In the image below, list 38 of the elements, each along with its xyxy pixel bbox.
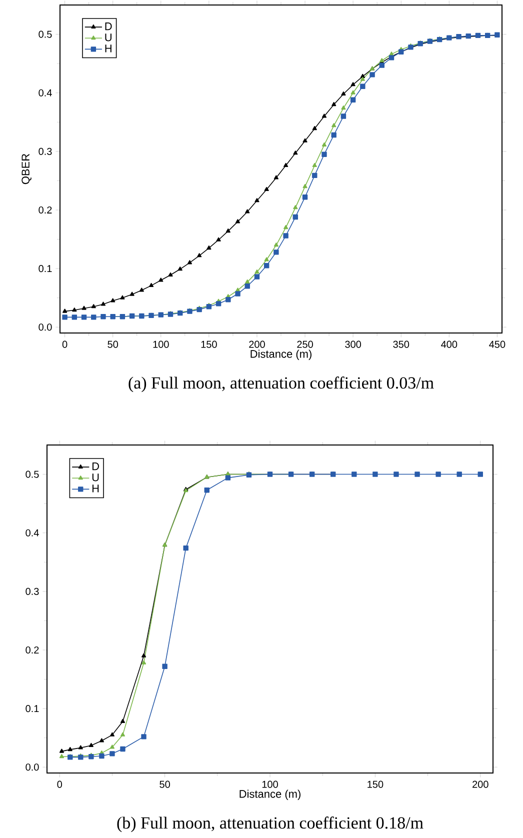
y-tick-label: 0.2 (26, 646, 39, 654)
x-tick-label: 150 (368, 780, 384, 788)
y-tick-label: 0.3 (38, 148, 52, 155)
x-tick-label: 400 (441, 340, 458, 348)
y-tick-label: 0.4 (26, 529, 39, 536)
x-tick-label: 250 (297, 340, 313, 348)
legend-label: U (105, 34, 112, 42)
y-tick-label: 0.1 (26, 705, 39, 712)
legend-label: D (105, 22, 112, 30)
y-tick-label: 0.4 (38, 89, 52, 96)
x-axis-title: Distance (m) (240, 790, 300, 800)
text: (b) Full moon, attenuation coefficient 0.18/m (117, 816, 424, 832)
legend-label: H (92, 484, 99, 492)
legend-label: D (92, 462, 99, 470)
y-tick-label: 0.3 (26, 588, 39, 595)
y-tick-label: 0.0 (38, 324, 52, 331)
y-axis-title: QBER (22, 154, 32, 184)
text: (a) Full moon, attenuation coefficient 0.03/m (128, 376, 434, 392)
y-tick-label: 0.2 (38, 206, 52, 214)
x-axis-title: Distance (m) (250, 350, 312, 360)
y-tick-label: 0.5 (38, 30, 52, 38)
y-tick-label: 0.1 (38, 265, 52, 272)
x-tick-label: 0 (62, 340, 68, 348)
x-tick-label: 100 (153, 340, 169, 348)
x-tick-label: 300 (345, 340, 362, 348)
x-tick-label: 50 (160, 780, 170, 788)
y-tick-label: 0.0 (26, 764, 39, 771)
x-tick-label: 0 (57, 780, 62, 788)
x-tick-label: 100 (262, 780, 278, 788)
x-tick-label: 200 (472, 780, 488, 788)
legend-label: H (105, 44, 112, 52)
x-tick-label: 450 (489, 340, 506, 348)
x-tick-label: 150 (201, 340, 217, 348)
x-tick-label: 50 (108, 340, 118, 348)
x-tick-label: 350 (393, 340, 410, 348)
y-tick-label: 0.5 (26, 470, 39, 478)
legend-label: U (92, 474, 99, 482)
x-tick-label: 200 (249, 340, 265, 348)
